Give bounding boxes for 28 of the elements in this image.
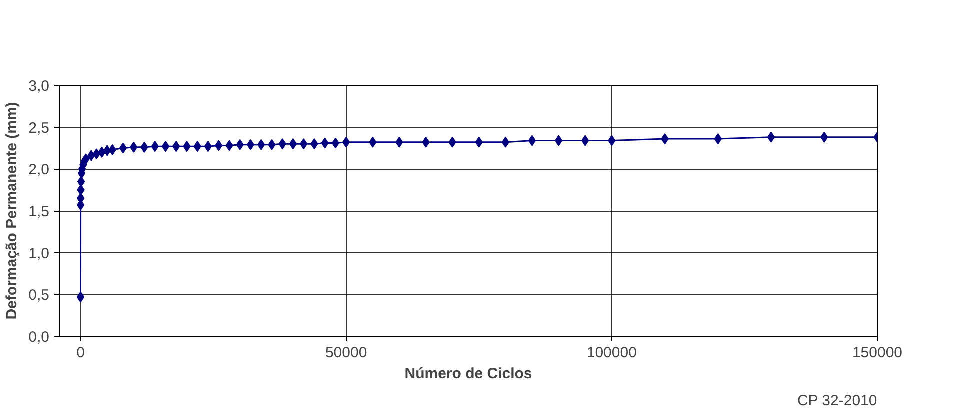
point xyxy=(289,138,298,150)
x-axis-title: Número de Ciclos xyxy=(404,366,532,382)
x-tick-label: 0 xyxy=(76,344,85,362)
x-tick-label: 50000 xyxy=(325,344,368,362)
point xyxy=(77,176,86,188)
y-tick-label: 1,0 xyxy=(28,245,50,262)
y-tick-label: 0,0 xyxy=(28,329,50,346)
y-tick-label: 3,0 xyxy=(28,78,50,95)
point xyxy=(204,141,212,152)
point xyxy=(246,139,255,150)
x-tick-label: 100000 xyxy=(586,344,637,362)
point xyxy=(502,136,510,148)
point xyxy=(162,141,170,152)
text: CP 32-2010 xyxy=(797,392,878,410)
point xyxy=(103,145,112,156)
point xyxy=(332,138,340,149)
point xyxy=(767,132,776,143)
point xyxy=(76,292,85,303)
y-tick-label: 0,5 xyxy=(28,287,50,304)
point xyxy=(119,142,128,154)
y-axis-title: Deformação Permanente (mm) xyxy=(4,102,21,320)
point xyxy=(554,135,563,146)
point xyxy=(92,148,101,160)
y-tick-label: 2,5 xyxy=(28,120,50,137)
y-tick-label: 2,0 xyxy=(28,162,50,179)
point xyxy=(528,135,536,146)
x-tick-label: 150000 xyxy=(852,344,903,362)
y-tick-label: 1,5 xyxy=(28,204,50,220)
